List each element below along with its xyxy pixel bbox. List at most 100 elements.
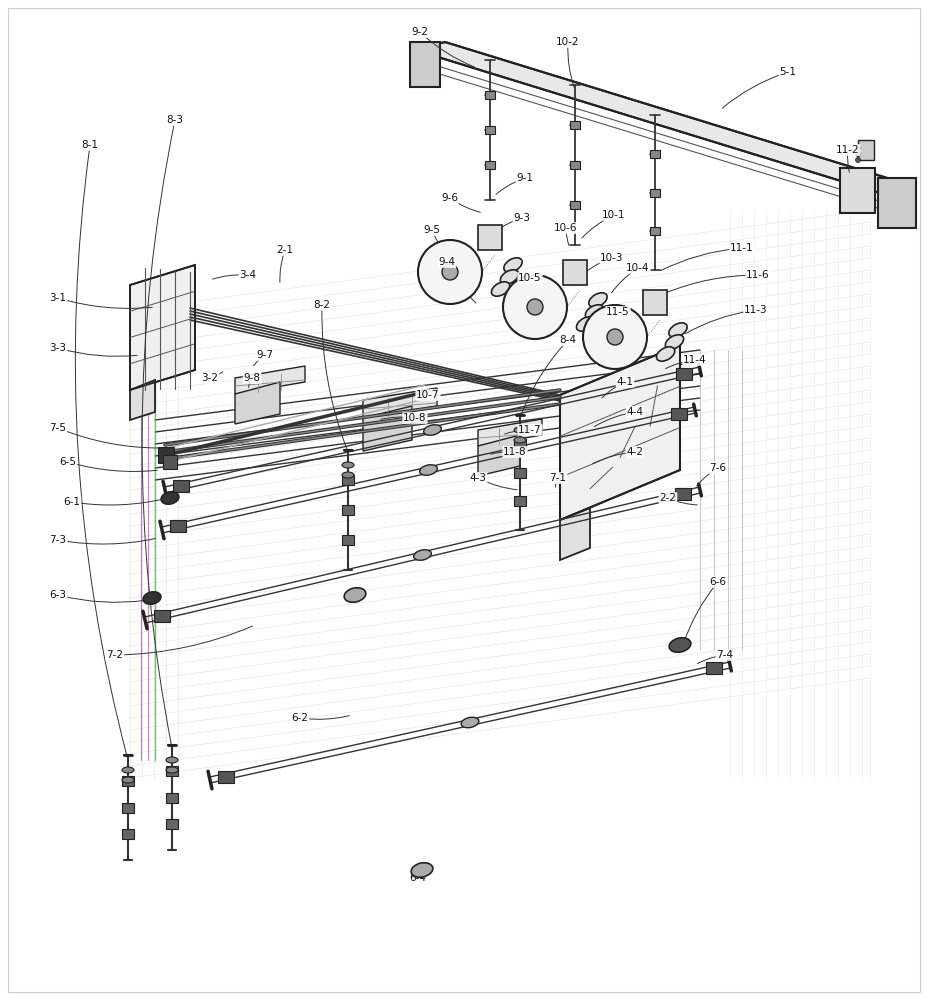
Ellipse shape — [500, 270, 518, 284]
Bar — [477, 225, 502, 250]
Bar — [675, 488, 691, 500]
Text: 9-2: 9-2 — [411, 27, 428, 37]
Text: 4-4: 4-4 — [626, 407, 642, 417]
Text: 10-5: 10-5 — [517, 273, 541, 283]
Ellipse shape — [342, 462, 353, 468]
Bar — [485, 161, 494, 169]
Ellipse shape — [655, 347, 674, 361]
Text: 3-4: 3-4 — [239, 270, 256, 280]
Bar — [649, 188, 659, 196]
Text: 2-2: 2-2 — [659, 493, 676, 503]
Bar — [514, 439, 526, 449]
Text: 10-3: 10-3 — [600, 253, 623, 263]
Bar — [121, 802, 133, 812]
Text: 7-5: 7-5 — [49, 423, 67, 433]
Bar — [877, 178, 915, 228]
Text: 6-5: 6-5 — [59, 457, 76, 467]
Text: 11-1: 11-1 — [730, 243, 753, 253]
Polygon shape — [477, 435, 519, 476]
Polygon shape — [235, 382, 280, 424]
Polygon shape — [559, 508, 590, 560]
Text: 11-4: 11-4 — [682, 355, 706, 365]
Text: 9-6: 9-6 — [441, 193, 458, 203]
Text: 6-2: 6-2 — [291, 713, 308, 723]
Bar — [649, 150, 659, 158]
Text: 7-1: 7-1 — [549, 473, 565, 483]
Ellipse shape — [576, 317, 594, 331]
Text: 7-4: 7-4 — [716, 650, 732, 660]
Text: 7-3: 7-3 — [49, 535, 67, 545]
Ellipse shape — [413, 550, 431, 560]
Polygon shape — [130, 380, 155, 420]
Bar — [121, 776, 133, 786]
Circle shape — [855, 157, 859, 162]
Text: 9-3: 9-3 — [513, 213, 530, 223]
Text: 3-3: 3-3 — [49, 343, 67, 353]
Text: 9-8: 9-8 — [243, 373, 260, 383]
Polygon shape — [362, 406, 412, 451]
Ellipse shape — [461, 717, 478, 728]
Text: 3-1: 3-1 — [49, 293, 67, 303]
Ellipse shape — [121, 777, 133, 783]
Polygon shape — [362, 388, 437, 418]
Text: 10-1: 10-1 — [602, 210, 625, 220]
Ellipse shape — [668, 323, 686, 337]
Text: 11-5: 11-5 — [605, 307, 629, 317]
Bar — [485, 91, 494, 99]
Bar — [158, 447, 174, 463]
Text: 7-6: 7-6 — [709, 463, 726, 473]
Bar — [342, 535, 353, 545]
Bar — [514, 496, 526, 506]
Text: 5-1: 5-1 — [779, 67, 795, 77]
Text: 4-1: 4-1 — [616, 377, 633, 387]
Text: 11-8: 11-8 — [502, 447, 527, 457]
Bar — [410, 42, 439, 87]
Bar — [569, 161, 579, 169]
Text: 8-2: 8-2 — [313, 300, 330, 310]
Text: 10-6: 10-6 — [553, 223, 578, 233]
Bar — [839, 168, 874, 213]
Ellipse shape — [491, 282, 509, 296]
Polygon shape — [130, 265, 195, 390]
Text: 2-1: 2-1 — [276, 245, 293, 255]
Ellipse shape — [665, 335, 683, 349]
Ellipse shape — [161, 492, 179, 504]
Ellipse shape — [424, 425, 441, 435]
Text: 10-4: 10-4 — [626, 263, 649, 273]
Text: 6-4: 6-4 — [409, 873, 426, 883]
Ellipse shape — [503, 258, 522, 272]
Circle shape — [582, 305, 646, 369]
Ellipse shape — [668, 638, 690, 652]
Bar — [342, 475, 353, 485]
Ellipse shape — [585, 305, 603, 319]
Text: 6-1: 6-1 — [63, 497, 81, 507]
Ellipse shape — [121, 767, 133, 773]
Bar — [514, 468, 526, 478]
Bar — [121, 829, 133, 839]
Ellipse shape — [166, 767, 178, 773]
Bar — [170, 520, 185, 532]
Bar — [163, 455, 177, 469]
Polygon shape — [559, 345, 679, 520]
Circle shape — [855, 145, 859, 150]
Text: 11-3: 11-3 — [743, 305, 767, 315]
Text: 6-6: 6-6 — [709, 577, 726, 587]
Bar — [342, 505, 353, 515]
Bar — [485, 126, 494, 134]
Text: 11-2: 11-2 — [835, 145, 859, 155]
Text: 9-5: 9-5 — [423, 225, 440, 235]
Bar — [172, 480, 189, 492]
Circle shape — [606, 329, 622, 345]
Ellipse shape — [514, 427, 526, 433]
Text: 8-1: 8-1 — [82, 140, 98, 150]
Bar — [675, 368, 692, 380]
Text: 8-4: 8-4 — [559, 335, 576, 345]
Bar — [166, 766, 178, 776]
Bar — [166, 819, 178, 829]
Ellipse shape — [143, 592, 160, 604]
Ellipse shape — [166, 757, 178, 763]
Ellipse shape — [342, 472, 353, 478]
Polygon shape — [235, 366, 305, 394]
Text: 8-3: 8-3 — [166, 115, 184, 125]
Ellipse shape — [589, 293, 606, 307]
